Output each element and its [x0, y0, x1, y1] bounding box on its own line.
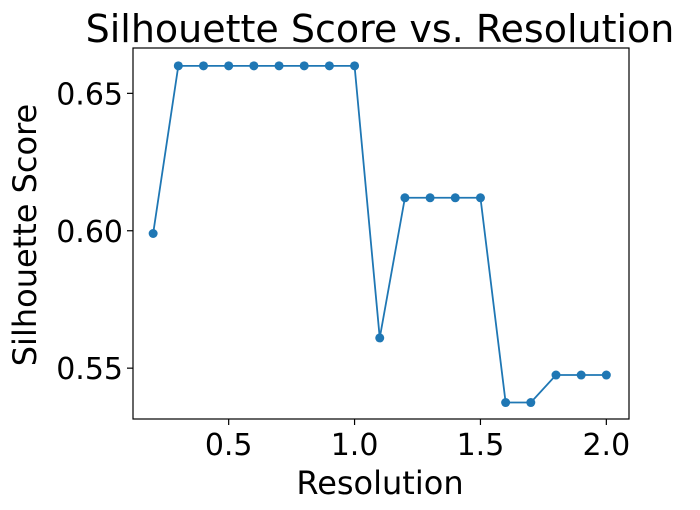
data-point — [299, 61, 309, 71]
data-point — [173, 61, 183, 71]
y-tick-label: 0.55 — [56, 352, 123, 387]
data-point — [324, 61, 334, 71]
x-tick-label: 2.0 — [582, 428, 630, 463]
data-point — [249, 61, 259, 71]
data-point — [526, 398, 536, 408]
y-axis-label: Silhouette Score — [6, 104, 44, 367]
data-point — [601, 370, 611, 380]
data-point — [148, 229, 158, 238]
data-point — [400, 193, 410, 203]
x-tick-label: 0.5 — [205, 428, 253, 463]
series-line — [152, 64, 607, 404]
y-tick-label: 0.60 — [56, 215, 123, 250]
data-point — [576, 370, 586, 380]
data-point — [551, 370, 561, 380]
x-tick-label: 1.0 — [331, 428, 379, 463]
data-point — [425, 193, 435, 203]
data-point — [475, 193, 485, 203]
plot-area: 0.5 1.0 1.5 2.0 0.55 0.60 0.65 — [56, 47, 630, 463]
data-point — [375, 333, 385, 343]
plot-frame — [132, 47, 630, 420]
data-point — [198, 61, 208, 71]
data-point — [350, 61, 360, 71]
data-point — [501, 398, 511, 408]
x-tick-label: 1.5 — [457, 428, 505, 463]
chart-title: Silhouette Score vs. Resolution — [86, 7, 675, 51]
data-point — [274, 61, 284, 71]
y-tick-label: 0.65 — [56, 77, 123, 112]
data-point — [450, 193, 460, 203]
x-axis-label: Resolution — [296, 464, 463, 502]
data-point — [224, 61, 234, 71]
